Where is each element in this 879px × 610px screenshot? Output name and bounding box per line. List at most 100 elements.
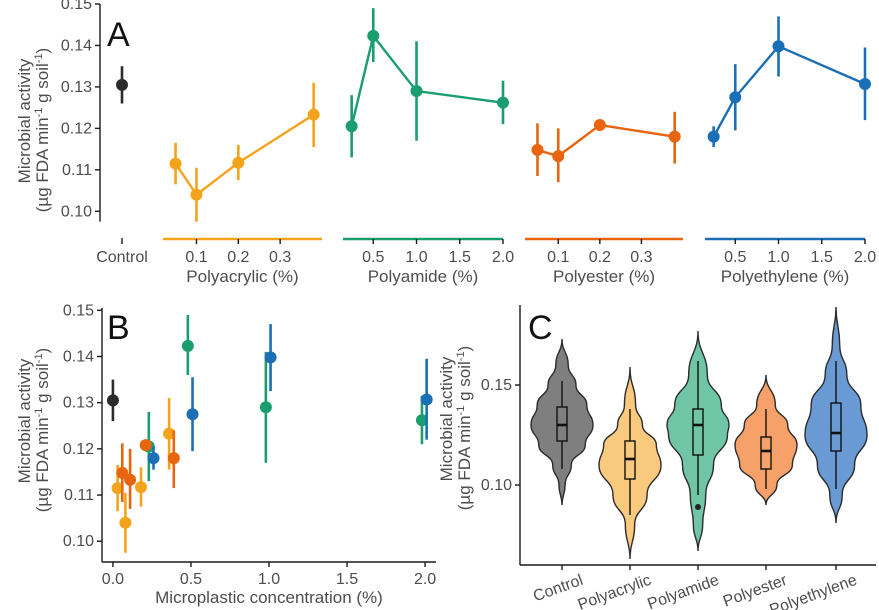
data-point — [232, 156, 245, 169]
y-axis-label: Microbial activity — [15, 58, 34, 183]
x-axis-label-polyethylene: Polyethylene (%) — [721, 267, 850, 286]
x-tick-label: 1.0 — [405, 249, 427, 266]
data-point — [410, 85, 423, 98]
x-axis-label: Microplastic concentration (%) — [155, 588, 383, 607]
y-axis-label-units: (µg FDA min-1 g soil-1) — [33, 48, 52, 212]
y-axis-label-part: (µg FDA min — [33, 117, 52, 212]
y-tick-label: 0.15 — [63, 302, 94, 319]
box-iqr — [760, 436, 772, 470]
x-tick-label-polyacrylic: Polyacrylic — [576, 572, 654, 610]
data-point — [167, 452, 180, 465]
panel-letter-a: A — [107, 16, 130, 54]
data-point — [707, 130, 720, 143]
y-axis-label-superscript: -1 — [455, 351, 467, 361]
x-axis-label-polyamide: Polyamide (%) — [368, 267, 479, 286]
data-point — [307, 108, 320, 121]
x-axis-label-polyacrylic: Polyacrylic (%) — [186, 267, 298, 286]
data-point — [497, 96, 509, 109]
data-point — [116, 466, 129, 479]
y-axis-label-superscript: -1 — [33, 353, 45, 363]
y-axis-label-superscript: -1 — [33, 408, 45, 418]
data-point — [264, 351, 277, 364]
y-axis-label-part: (µg FDA min — [33, 417, 52, 512]
data-point — [772, 40, 785, 53]
panel-a: A 0.10 0.11 0.12 0.13 0.14 0.15 Microbial activ… — [15, 0, 876, 286]
series-line-polyester — [537, 123, 675, 158]
y-tick-label: 0.15 — [481, 377, 512, 394]
y-axis-label-part: ) — [455, 346, 474, 352]
y-axis-label: Microbial activity — [437, 356, 456, 481]
data-point — [124, 473, 137, 486]
box-iqr — [692, 408, 704, 456]
data-point — [345, 120, 358, 133]
series-line-polyacrylic — [174, 113, 315, 197]
data-point — [190, 188, 203, 201]
series-line-polyethylene — [712, 44, 866, 138]
panel-letter-c: C — [528, 309, 553, 347]
y-axis-label-part: g soil — [455, 361, 474, 401]
y-axis-label: Microbial activity — [15, 358, 34, 483]
x-tick-label: 0.3 — [269, 249, 291, 266]
x-tick-label: 2.0 — [854, 249, 876, 266]
series-line-polyamide — [350, 33, 504, 127]
x-tick-label: 0.5 — [180, 571, 202, 588]
x-tick-label: 1.5 — [449, 249, 471, 266]
data-point — [111, 482, 124, 495]
data-point — [135, 481, 148, 494]
box-iqr — [830, 402, 842, 452]
data-point — [367, 29, 380, 42]
panel-b: B 0.10 0.11 0.12 0.13 0.14 0.15 0.0 0.5 1.0 1.5 2.0… — [15, 302, 436, 607]
x-tick-label: 0.2 — [227, 249, 249, 266]
y-tick-label: 0.13 — [61, 79, 92, 96]
data-point — [593, 119, 606, 132]
y-axis-label-part: g soil — [33, 363, 52, 403]
x-tick-label: 0.1 — [185, 249, 207, 266]
data-point — [139, 439, 152, 452]
x-tick-label: 1.5 — [336, 571, 358, 588]
x-tick-label: 2.0 — [414, 571, 436, 588]
data-point — [119, 516, 132, 529]
y-tick-label: 0.12 — [61, 120, 92, 137]
x-tick-label: 0.0 — [102, 571, 124, 588]
data-point — [859, 78, 871, 91]
x-tick-label: 0.2 — [589, 249, 611, 266]
data-point — [147, 452, 160, 465]
y-axis-label-part: ) — [33, 48, 52, 54]
x-tick-label: 0.5 — [362, 249, 384, 266]
x-tick-label: 1.0 — [767, 249, 789, 266]
y-tick-label: 0.10 — [63, 533, 94, 550]
outlier-point — [695, 504, 701, 510]
y-tick-label: 0.12 — [63, 441, 94, 458]
y-axis-label-part: g soil — [33, 63, 52, 103]
y-axis-label-part: (µg FDA min — [455, 415, 474, 510]
y-tick-label: 0.10 — [481, 477, 512, 494]
x-tick-label: 0.3 — [630, 249, 652, 266]
x-tick-label: 2.0 — [492, 249, 514, 266]
y-tick-label: 0.13 — [63, 395, 94, 412]
x-tick-label-control: Control — [96, 249, 148, 266]
y-tick-label: 0.15 — [61, 0, 92, 13]
panel-letter-b: B — [107, 309, 130, 347]
data-point — [552, 150, 565, 163]
y-axis-label-superscript: -1 — [455, 406, 467, 416]
data-point — [106, 394, 119, 407]
x-tick-label: 1.5 — [811, 249, 833, 266]
data-point — [181, 339, 194, 352]
data-point — [420, 393, 433, 406]
data-point — [186, 408, 199, 421]
data-point — [531, 143, 544, 156]
y-axis-label-superscript: -1 — [33, 108, 45, 118]
y-tick-label: 0.11 — [62, 162, 92, 179]
data-point — [415, 414, 428, 427]
data-point — [668, 130, 681, 143]
x-tick-label-polyamide: Polyamide — [645, 572, 721, 610]
data-point — [729, 91, 742, 104]
y-tick-label: 0.14 — [61, 37, 92, 54]
data-point — [163, 427, 176, 440]
x-axis-label-polyester: Polyester (%) — [553, 267, 655, 286]
y-axis-label-part: ) — [33, 348, 52, 354]
x-tick-label: 1.0 — [258, 571, 280, 588]
y-tick-label: 0.11 — [64, 487, 94, 504]
